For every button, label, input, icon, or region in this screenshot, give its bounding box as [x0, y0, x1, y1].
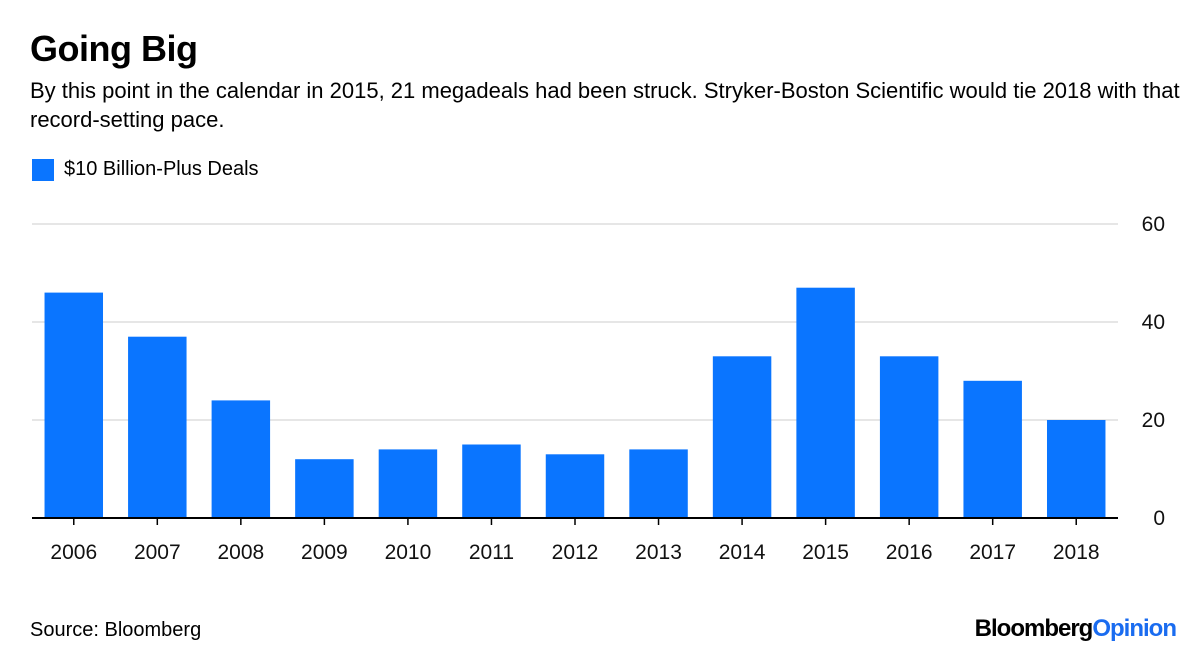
x-tick-label: 2011 — [469, 541, 514, 564]
x-tick-label: 2016 — [886, 541, 933, 564]
bar — [963, 380, 1022, 518]
y-tick-label: 40 — [1142, 311, 1165, 334]
y-tick-label: 20 — [1142, 409, 1165, 432]
x-tick-label: 2009 — [301, 541, 348, 564]
bar — [629, 449, 688, 518]
x-tick-label: 2012 — [552, 541, 599, 564]
bar — [796, 287, 855, 518]
x-tick-label: 2017 — [969, 541, 1016, 564]
bar — [545, 454, 605, 518]
bar — [462, 444, 521, 518]
x-tick-label: 2015 — [802, 541, 849, 564]
bar — [378, 449, 438, 518]
chart-title: Going Big — [30, 28, 198, 69]
bar — [295, 459, 354, 518]
brand-name: Bloomberg — [974, 615, 1094, 642]
legend: $10 Billion-Plus Deals — [32, 158, 259, 181]
x-tick-label: 2013 — [635, 541, 682, 564]
bar — [211, 400, 271, 518]
x-tick-label: 2014 — [719, 541, 766, 564]
legend-swatch — [32, 158, 54, 181]
x-tick-label: 2010 — [385, 541, 432, 564]
brand-suffix: Opinion — [1092, 615, 1177, 642]
chart-subtitle: By this point in the calendar in 2015, 2… — [30, 78, 1180, 132]
bar — [879, 356, 939, 518]
x-tick-label: 2008 — [217, 541, 264, 564]
x-tick-label: 2006 — [50, 541, 97, 564]
legend-label: $10 Billion-Plus Deals — [64, 158, 259, 180]
bar — [1046, 420, 1106, 518]
source-note: Source: Bloomberg — [30, 619, 202, 641]
x-tick-label: 2007 — [134, 541, 181, 564]
bar — [44, 292, 104, 518]
bar — [712, 356, 772, 518]
x-tick-label: 2018 — [1053, 541, 1100, 564]
brand-logo: BloombergOpinion — [974, 615, 1177, 643]
y-tick-label: 0 — [1153, 507, 1165, 530]
y-tick-label: 60 — [1142, 213, 1165, 236]
bar — [128, 336, 187, 518]
